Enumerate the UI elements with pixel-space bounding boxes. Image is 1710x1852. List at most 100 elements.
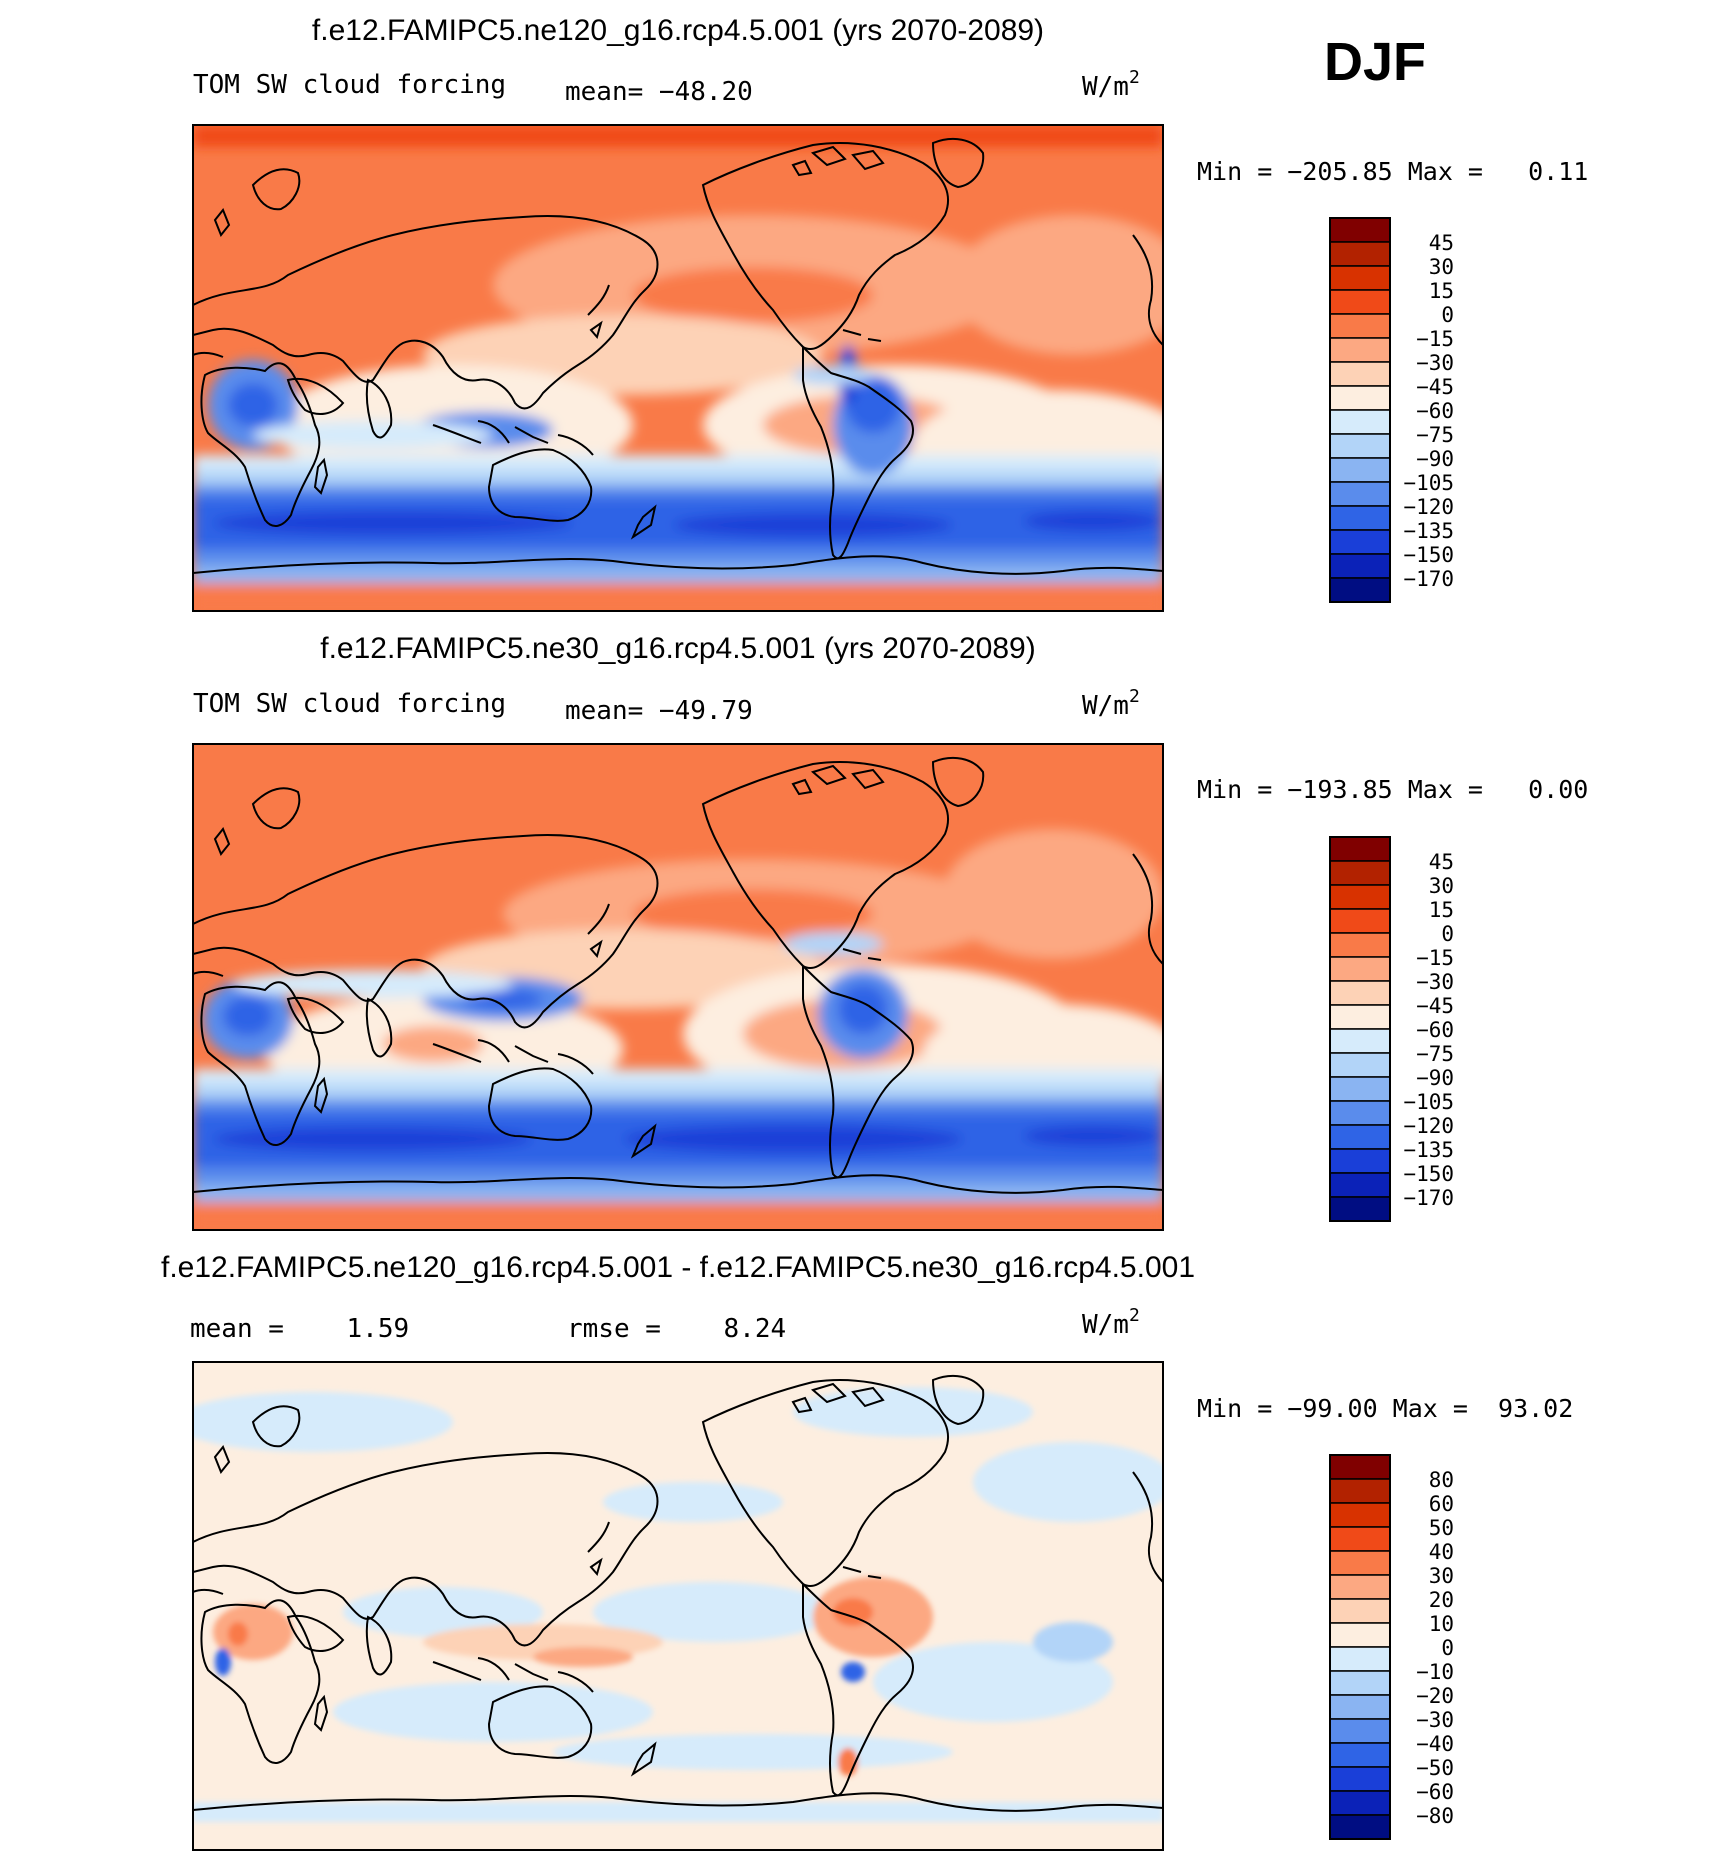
colorbar-tick-label: −50 bbox=[1416, 1756, 1454, 1780]
colorbar-segment bbox=[1329, 241, 1391, 267]
colorbar-segment bbox=[1329, 217, 1391, 243]
colorbar-tick-label: 20 bbox=[1429, 1588, 1454, 1612]
colorbar-segment bbox=[1329, 956, 1391, 982]
panel-3-rmse-label: rmse = 8.24 bbox=[567, 1314, 786, 1344]
colorbar-segment bbox=[1329, 337, 1391, 363]
colorbar-outline bbox=[1329, 836, 1391, 1222]
colorbar-tick-label: −105 bbox=[1403, 471, 1454, 495]
colorbar-segment bbox=[1329, 553, 1391, 579]
panel-1-units-exp: 2 bbox=[1129, 67, 1140, 88]
colorbar-segment bbox=[1329, 1694, 1391, 1720]
colorbar-tick-label: 45 bbox=[1429, 850, 1454, 874]
panel-3-units-exp: 2 bbox=[1129, 1305, 1140, 1326]
panel-3-map bbox=[193, 1362, 1163, 1850]
colorbar-segment bbox=[1329, 1550, 1391, 1576]
colorbar-tick-label: −120 bbox=[1403, 495, 1454, 519]
colorbar-segment bbox=[1329, 908, 1391, 934]
colorbar-segment bbox=[1329, 313, 1391, 339]
panel-1-minmax: Min = −205.85 Max = 0.11 bbox=[1197, 157, 1588, 186]
colorbar-tick-label: −20 bbox=[1416, 1684, 1454, 1708]
colorbar-tick-label: 60 bbox=[1429, 1492, 1454, 1516]
colorbar-tick-label: −60 bbox=[1416, 1780, 1454, 1804]
colorbar-segment bbox=[1329, 860, 1391, 886]
colorbar-segment bbox=[1329, 1670, 1391, 1696]
colorbar-tick-label: 0 bbox=[1441, 303, 1454, 327]
panel-2-colorbar: 4530150−15−30−45−60−75−90−105−120−135−15… bbox=[1329, 836, 1454, 1222]
colorbar-tick-label: −10 bbox=[1416, 1660, 1454, 1684]
colorbar-tick-label: 50 bbox=[1429, 1516, 1454, 1540]
colorbar-segment bbox=[1329, 529, 1391, 555]
colorbar-tick-label: −45 bbox=[1416, 375, 1454, 399]
colorbar-tick-label: 15 bbox=[1429, 898, 1454, 922]
colorbar-tick-label: −45 bbox=[1416, 994, 1454, 1018]
colorbar-outline bbox=[1329, 1454, 1391, 1840]
panel-3-frame bbox=[192, 1361, 1164, 1851]
panel-3-mean-label: mean = 1.59 bbox=[190, 1314, 409, 1344]
panel-3-title: f.e12.FAMIPC5.ne120_g16.rcp4.5.001 - f.e… bbox=[161, 1251, 1195, 1284]
colorbar-tick-label: −60 bbox=[1416, 399, 1454, 423]
panel-2-frame bbox=[192, 743, 1164, 1231]
colorbar-segment bbox=[1329, 884, 1391, 910]
colorbar-segment bbox=[1329, 1052, 1391, 1078]
season-label: DJF bbox=[1324, 32, 1426, 92]
panel-2-units-exp: 2 bbox=[1129, 686, 1140, 707]
colorbar-segment bbox=[1329, 1526, 1391, 1552]
colorbar-segment bbox=[1329, 1622, 1391, 1648]
colorbar-segment bbox=[1329, 385, 1391, 411]
panel-1: f.e12.FAMIPC5.ne120_g16.rcp4.5.001 (yrs … bbox=[192, 14, 1588, 612]
colorbar-segment bbox=[1329, 457, 1391, 483]
colorbar-segment bbox=[1329, 836, 1391, 862]
colorbar-segment bbox=[1329, 1502, 1391, 1528]
panel-1-frame bbox=[192, 124, 1164, 612]
colorbar-segment bbox=[1329, 1004, 1391, 1030]
colorbar-segment bbox=[1329, 1478, 1391, 1504]
colorbar-tick-label: −135 bbox=[1403, 519, 1454, 543]
panel-1-units-base: W/m bbox=[1082, 72, 1129, 102]
colorbar-tick-label: −75 bbox=[1416, 1042, 1454, 1066]
colorbar-segment bbox=[1329, 1766, 1391, 1792]
panel-1-units: W/m2 bbox=[1082, 67, 1140, 102]
colorbar-tick-label: 10 bbox=[1429, 1612, 1454, 1636]
colorbar-tick-label: −90 bbox=[1416, 447, 1454, 471]
colorbar-tick-label: −60 bbox=[1416, 1018, 1454, 1042]
colorbar-segment bbox=[1329, 1100, 1391, 1126]
colorbar-tick-label: −30 bbox=[1416, 1708, 1454, 1732]
panel-3-units: W/m2 bbox=[1082, 1305, 1140, 1340]
panel-3-units-base: W/m bbox=[1082, 1310, 1129, 1340]
colorbar-tick-label: 30 bbox=[1429, 874, 1454, 898]
colorbar-tick-label: −75 bbox=[1416, 423, 1454, 447]
colorbar-tick-label: 40 bbox=[1429, 1540, 1454, 1564]
panel-2-title: f.e12.FAMIPC5.ne30_g16.rcp4.5.001 (yrs 2… bbox=[320, 632, 1035, 665]
panel-1-mean-label: mean= −48.20 bbox=[565, 77, 753, 107]
colorbar-tick-label: 15 bbox=[1429, 279, 1454, 303]
panel-2: f.e12.FAMIPC5.ne30_g16.rcp4.5.001 (yrs 2… bbox=[192, 632, 1588, 1231]
colorbar-segment bbox=[1329, 1742, 1391, 1768]
panel-3: f.e12.FAMIPC5.ne120_g16.rcp4.5.001 - f.e… bbox=[161, 1251, 1573, 1851]
colorbar-tick-label: −150 bbox=[1403, 543, 1454, 567]
colorbar-tick-label: −90 bbox=[1416, 1066, 1454, 1090]
colorbar-segment bbox=[1329, 1574, 1391, 1600]
colorbar-segment bbox=[1329, 481, 1391, 507]
colorbar-segment bbox=[1329, 265, 1391, 291]
colorbar-segment bbox=[1329, 1598, 1391, 1624]
colorbar-tick-label: 0 bbox=[1441, 1636, 1454, 1660]
colorbar-segment bbox=[1329, 1814, 1391, 1840]
panel-2-map bbox=[193, 744, 1163, 1230]
colorbar-segment bbox=[1329, 1076, 1391, 1102]
colorbar-tick-label: −30 bbox=[1416, 351, 1454, 375]
panel-2-mean-label: mean= −49.79 bbox=[565, 696, 753, 726]
colorbar-segment bbox=[1329, 1718, 1391, 1744]
colorbar-outline bbox=[1329, 217, 1391, 603]
colorbar-segment bbox=[1329, 1196, 1391, 1222]
colorbar-tick-label: 0 bbox=[1441, 922, 1454, 946]
colorbar-segment bbox=[1329, 1028, 1391, 1054]
colorbar-tick-label: −40 bbox=[1416, 1732, 1454, 1756]
colorbar-segment bbox=[1329, 932, 1391, 958]
panel-1-colorbar: 4530150−15−30−45−60−75−90−105−120−135−15… bbox=[1329, 217, 1454, 603]
colorbar-tick-label: −170 bbox=[1403, 567, 1454, 591]
colorbar-segment bbox=[1329, 1148, 1391, 1174]
colorbar-segment bbox=[1329, 409, 1391, 435]
colorbar-tick-label: −105 bbox=[1403, 1090, 1454, 1114]
panel-2-units-base: W/m bbox=[1082, 691, 1129, 721]
